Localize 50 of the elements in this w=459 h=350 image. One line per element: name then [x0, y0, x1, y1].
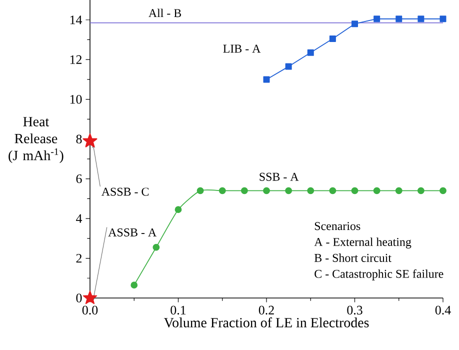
y-tick-label: 12 — [70, 55, 82, 64]
point — [373, 187, 380, 194]
point — [82, 290, 98, 304]
point — [417, 187, 424, 194]
y-tick-label: 2 — [76, 254, 82, 263]
x-tick-label: 0.1 — [170, 306, 186, 315]
text: ASSB - A — [108, 228, 157, 236]
y-tick-label: 14 — [70, 16, 82, 24]
y-tick-label: 4 — [76, 214, 82, 223]
y-tick-label: 0 — [76, 294, 82, 302]
x-axis-title: Volume Fraction of LE in Electrodes — [164, 317, 369, 328]
x-tick-label: 0.0 — [82, 306, 98, 315]
series-label: SSB - A — [260, 172, 299, 181]
annotation: C - Catastrophic SE failure — [314, 269, 444, 280]
point — [374, 16, 380, 22]
point — [240, 187, 248, 194]
point — [440, 187, 446, 194]
y-tick-label: 6 — [76, 174, 82, 184]
y-tick-label: 10 — [70, 94, 82, 104]
series-label: All - B — [148, 8, 182, 18]
annotation: B - Short circuit — [314, 254, 392, 262]
point — [395, 187, 402, 194]
point — [174, 206, 182, 214]
point — [329, 35, 336, 42]
y-axis-title: Heat Release (J mAh$^{-1}$) — [8, 117, 64, 164]
point — [196, 187, 204, 194]
annotation: A - External heating — [314, 238, 412, 248]
point — [307, 49, 314, 56]
annotation: Scenarios — [314, 222, 360, 230]
point — [130, 282, 138, 289]
text: ASSB - C — [101, 188, 149, 196]
point — [218, 187, 226, 194]
text: LIB - A — [223, 44, 261, 53]
point — [285, 63, 292, 70]
point — [307, 187, 314, 194]
point — [263, 187, 270, 194]
point — [152, 244, 160, 251]
point — [418, 16, 424, 22]
point — [352, 20, 358, 28]
point — [285, 187, 292, 194]
point — [82, 133, 98, 148]
x-tick-label: 0.3 — [347, 306, 362, 315]
y-tick-label: 8 — [76, 134, 82, 144]
point — [440, 16, 446, 22]
point — [396, 16, 402, 22]
x-tick-label: 0.2 — [258, 306, 274, 315]
point — [263, 76, 270, 83]
point — [329, 187, 336, 194]
point — [351, 187, 358, 194]
x-tick-label: 0.4 — [435, 306, 451, 315]
